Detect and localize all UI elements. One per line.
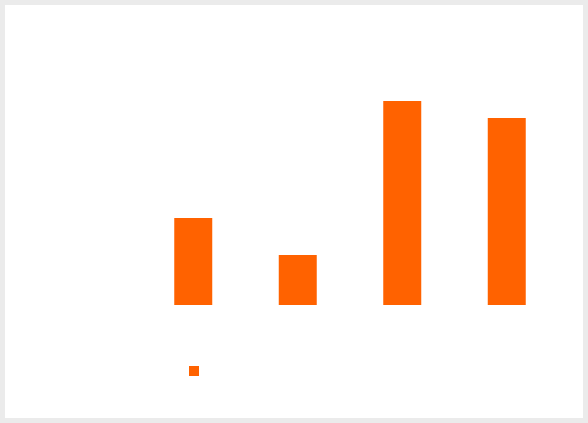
bar	[174, 218, 213, 305]
bar	[487, 118, 526, 305]
legend-swatch	[189, 366, 199, 376]
bar	[383, 101, 422, 305]
chart	[5, 5, 583, 418]
bar	[278, 255, 317, 305]
